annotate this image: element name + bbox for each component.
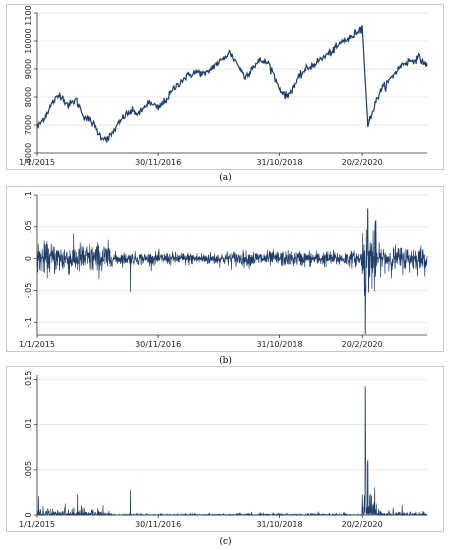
y-tick-label-1-3: .05 <box>24 220 33 233</box>
y-tick-label-1-2: 0 <box>24 256 33 261</box>
x-tick-label-1-1: 30/11/2016 <box>135 340 181 349</box>
chart-b-caption: (b) <box>219 356 232 366</box>
chart-c-svg: 0 .005 .01 .015 1/1/2015 30/11/2016 31/10/2018… <box>19 371 428 529</box>
x-tick-label-0-2: 31/10/2018 <box>256 158 302 167</box>
chart-panel-b: -.1 -.05 0 .05 .1 1/1/2015 30/11/2016 31/10/201… <box>6 186 444 352</box>
chart-a-svg: 6000 7000 8000 9000 10000 11000 1/1/2015 30/11/… <box>19 5 428 167</box>
x-tick-label-0-3: 20/2/2020 <box>342 158 383 167</box>
series-line-returns <box>36 208 428 335</box>
chart-panel-c: 0 .005 .01 .015 1/1/2015 30/11/2016 31/10/2018… <box>6 366 444 532</box>
chart-panel-a: 6000 7000 8000 9000 10000 11000 1/1/2015 30/11/… <box>6 4 444 170</box>
y-tick-label-1-0: -.1 <box>24 317 33 328</box>
x-tick-label-0-1: 30/11/2016 <box>135 158 181 167</box>
x-tick-label-0-0: 1/1/2015 <box>19 158 55 167</box>
x-tick-label-1-2: 31/10/2018 <box>256 340 302 349</box>
series-line-squared-returns <box>36 386 428 517</box>
x-tick-label-2-1: 30/11/2016 <box>135 520 181 529</box>
y-tick-label-0-5: 11000 <box>24 5 33 26</box>
series-line-price <box>36 25 428 143</box>
y-tick-label-2-2: .01 <box>24 418 33 431</box>
y-tick-label-0-1: 7000 <box>24 115 33 135</box>
x-tick-label-2-2: 31/10/2018 <box>256 520 302 529</box>
x-tick-label-2-0: 1/1/2015 <box>19 520 55 529</box>
x-tick-label-2-3: 20/2/2020 <box>342 520 383 529</box>
y-tick-label-0-2: 8000 <box>24 87 33 107</box>
y-tick-label-0-3: 9000 <box>24 59 33 79</box>
y-tick-label-2-1: .005 <box>24 461 33 479</box>
y-tick-label-1-1: -.05 <box>24 283 33 299</box>
x-tick-label-1-0: 1/1/2015 <box>19 340 55 349</box>
x-tick-label-1-3: 20/2/2020 <box>342 340 383 349</box>
y-tick-label-1-4: .1 <box>24 191 33 199</box>
chart-c-caption: (c) <box>219 537 232 547</box>
y-tick-label-0-4: 10000 <box>24 28 33 53</box>
chart-a-caption: (a) <box>219 173 232 183</box>
y-tick-label-2-0: 0 <box>24 512 33 517</box>
y-tick-label-2-3: .015 <box>24 371 33 389</box>
y-tick-label-0-0: 6000 <box>24 143 33 163</box>
chart-b-svg: -.1 -.05 0 .05 .1 1/1/2015 30/11/2016 31/10/201… <box>19 191 428 349</box>
